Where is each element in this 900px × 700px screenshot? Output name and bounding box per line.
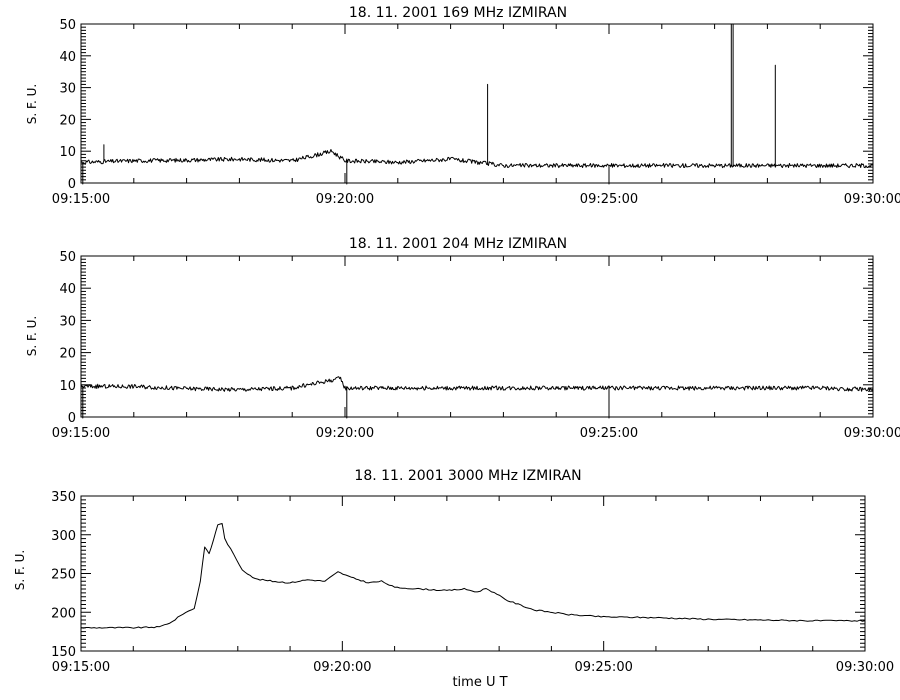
plot-frame [80,495,866,652]
axis-ticks [80,495,866,652]
y-tick-label: 40 [59,50,76,65]
y-tick-label: 0 [68,177,76,192]
y-axis-label: S. F. U. [25,84,39,124]
x-tick-label: 09:25:00 [580,426,638,441]
x-tick-label: 09:25:00 [574,660,632,675]
chart-3000mhz: 18. 11. 2001 3000 MHz IZMIRAN S. F. U. 0… [13,468,894,690]
x-tick-label: 09:25:00 [580,192,638,207]
y-tick-label: 30 [59,82,76,97]
y-tick-label: 300 [51,529,76,544]
y-tick-label: 50 [59,18,76,33]
x-tick-label: 09:15:00 [52,426,110,441]
y-tick-label: 20 [59,347,76,362]
y-tick-label: 150 [51,645,76,660]
tick-labels: 09:15:00 09:20:00 09:25:00 09:30:00 0 10 20 30 4… [52,250,900,441]
y-tick-label: 350 [51,490,76,505]
series-line [80,523,866,629]
data-series [80,523,866,629]
y-tick-label: 10 [59,145,76,160]
y-tick-label: 30 [59,314,76,329]
x-axis-label: time U T [452,675,507,690]
y-tick-label: 250 [51,568,76,583]
data-series [80,376,874,419]
x-tick-label: 09:20:00 [313,660,371,675]
chart-title: 18. 11. 2001 169 MHz IZMIRAN [349,5,567,21]
series-line [80,23,874,185]
tick-labels: 09:15:00 09:20:00 09:25:00 09:30:00 0 10 20 30 4… [52,18,900,207]
y-tick-label: 0 [68,411,76,426]
chart-title: 18. 11. 2001 3000 MHz IZMIRAN [354,468,581,484]
tick-labels: 09:15:00 09:20:00 09:25:00 09:30:00 150 200 25… [51,490,894,675]
y-tick-label: 20 [59,113,76,128]
x-tick-label: 09:30:00 [844,426,900,441]
axis-ticks [80,23,874,184]
y-tick-label: 50 [59,250,76,265]
series-line [80,376,874,419]
x-tick-label: 09:20:00 [316,192,374,207]
axis-ticks [80,255,874,418]
x-tick-label: 09:15:00 [52,660,110,675]
chart-204mhz: 18. 11. 2001 204 MHz IZMIRAN S. F. U. 09… [25,236,900,441]
plot-frame [80,255,874,418]
x-tick-label: 09:30:00 [836,660,894,675]
chart-title: 18. 11. 2001 204 MHz IZMIRAN [349,236,567,252]
x-tick-label: 09:20:00 [316,426,374,441]
y-tick-label: 40 [59,282,76,297]
y-axis-label: S. F. U. [25,316,39,356]
y-tick-label: 200 [51,606,76,621]
data-series [80,23,874,185]
x-tick-label: 09:15:00 [52,192,110,207]
plot-frame [80,23,874,184]
chart-169mhz: 18. 11. 2001 169 MHz IZMIRAN S. F. U. 09… [25,5,900,207]
y-tick-label: 10 [59,379,76,394]
y-axis-label: S. F. U. [13,550,27,590]
x-tick-label: 09:30:00 [844,192,900,207]
